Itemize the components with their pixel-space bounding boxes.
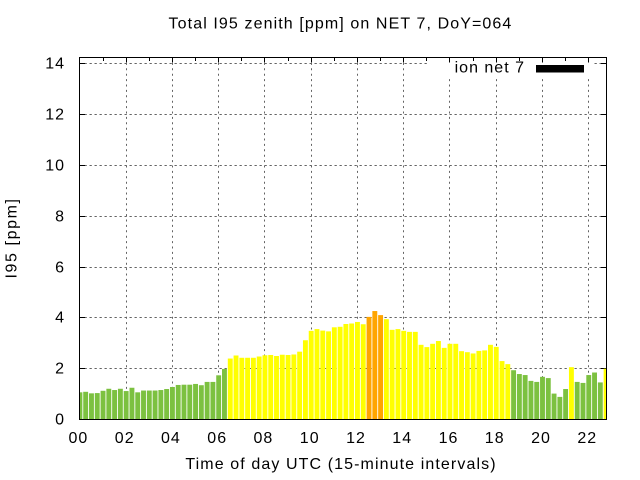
svg-text:ion net 7: ion net 7 (455, 60, 525, 77)
svg-text:00: 00 (69, 430, 89, 447)
svg-text:2: 2 (55, 361, 65, 378)
svg-text:10: 10 (300, 430, 320, 447)
svg-text:16: 16 (439, 430, 459, 447)
svg-text:18: 18 (485, 430, 505, 447)
svg-text:10: 10 (45, 158, 65, 175)
svg-text:08: 08 (254, 430, 274, 447)
svg-text:12: 12 (346, 430, 366, 447)
svg-text:14: 14 (45, 56, 65, 73)
svg-text:14: 14 (392, 430, 412, 447)
svg-text:Total I95 zenith [ppm] on NET: Total I95 zenith [ppm] on NET 7, DoY=064 (169, 16, 513, 33)
svg-text:02: 02 (115, 430, 135, 447)
svg-text:0: 0 (55, 412, 65, 429)
svg-text:22: 22 (577, 430, 597, 447)
svg-text:I95 [ppm]: I95 [ppm] (4, 197, 21, 278)
svg-text:04: 04 (161, 430, 181, 447)
svg-text:06: 06 (207, 430, 227, 447)
svg-text:4: 4 (55, 310, 65, 327)
svg-text:12: 12 (45, 107, 65, 124)
svg-text:8: 8 (55, 209, 65, 226)
svg-text:6: 6 (55, 260, 65, 277)
svg-text:20: 20 (531, 430, 551, 447)
svg-text:Time of day UTC (15-minute int: Time of day UTC (15-minute intervals) (185, 456, 496, 473)
